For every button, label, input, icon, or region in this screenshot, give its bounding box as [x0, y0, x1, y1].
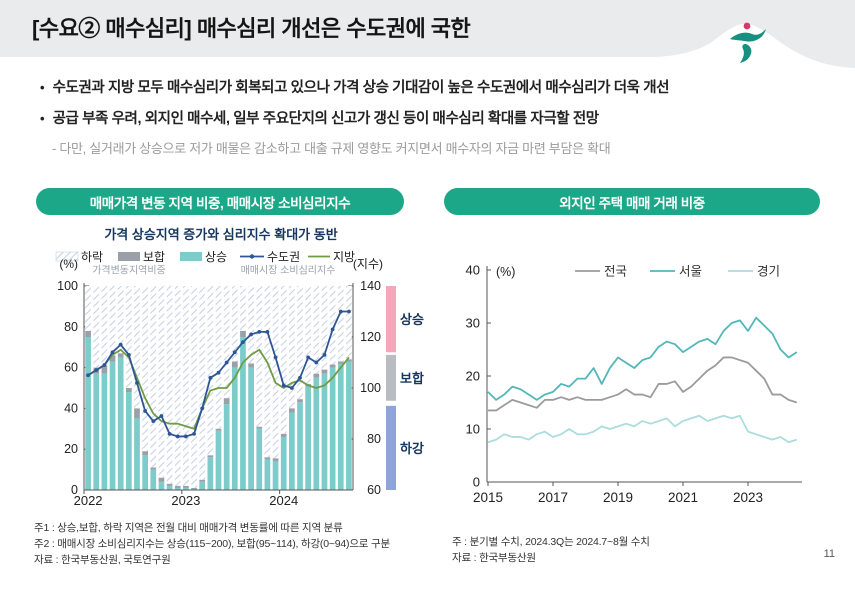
svg-text:하락: 하락: [81, 250, 103, 264]
svg-text:60: 60: [367, 483, 381, 497]
svg-text:가격변동지역비중: 가격변동지역비중: [92, 264, 166, 277]
svg-text:서울: 서울: [679, 265, 702, 279]
svg-text:2024: 2024: [269, 493, 298, 508]
bullet-1: • 수도권과 지방 모두 매수심리가 회복되고 있으나 가격 상승 기대감이 높…: [40, 78, 830, 98]
footnote-line: 주 : 분기별 수치, 2024.3Q는 2024.7~8월 수치: [452, 536, 650, 548]
footnote-line: 자료 : 한국부동산원, 국토연구원: [34, 553, 171, 566]
svg-text:10: 10: [466, 422, 480, 437]
svg-text:0: 0: [473, 475, 480, 490]
footnote-line: 주2 : 매매시장 소비심리지수는 상승(115~200), 보합(95~114…: [34, 537, 390, 550]
right-section-badge: 외지인 주택 매매 거래 비중: [444, 188, 820, 215]
svg-text:보합: 보합: [400, 371, 424, 386]
svg-text:경기: 경기: [757, 265, 780, 279]
svg-text:20: 20: [64, 442, 78, 456]
svg-text:전국: 전국: [604, 265, 627, 279]
footnote-line: 자료 : 한국부동산원: [452, 551, 536, 564]
svg-text:지방: 지방: [333, 250, 355, 264]
svg-text:20: 20: [466, 369, 480, 384]
svg-text:(지수): (지수): [353, 257, 383, 271]
svg-text:(%): (%): [59, 257, 78, 271]
footnote-line: 주1 : 상승,보합, 하락 지역은 전월 대비 매매가격 변동률에 따른 지역…: [34, 522, 343, 534]
sub-bullet-text: - 다만, 실거래가 상승으로 저가 매물은 감소하고 대출 규제 영향도 커지…: [52, 141, 611, 156]
org-logo: [730, 22, 766, 63]
right-chart-svg: (%) 0 10 20 30 40 2015 2017 2019 2021 2023 전국 서울 경기: [466, 263, 802, 505]
svg-text:수도권: 수도권: [267, 250, 300, 264]
svg-text:100: 100: [57, 279, 78, 293]
svg-text:2023: 2023: [733, 490, 763, 505]
svg-text:0: 0: [71, 483, 78, 497]
svg-text:40: 40: [466, 263, 480, 278]
svg-text:하강: 하강: [400, 441, 424, 456]
svg-text:매매시장 소비심리지수: 매매시장 소비심리지수: [241, 265, 336, 277]
page-number: 11: [823, 548, 835, 560]
header-gray-band: [0, 0, 855, 68]
svg-text:2015: 2015: [473, 490, 503, 505]
svg-text:80: 80: [64, 320, 78, 334]
svg-text:40: 40: [64, 401, 78, 415]
summary-bullets: • 수도권과 지방 모두 매수심리가 회복되고 있으나 가격 상승 기대감이 높…: [40, 78, 830, 158]
bullet-marker: •: [40, 80, 45, 95]
left-chart-footnotes: 주1 : 상승,보합, 하락 지역은 전월 대비 매매가격 변동률에 따른 지역…: [34, 521, 390, 568]
svg-text:30: 30: [466, 316, 480, 331]
bullet-1-text: 수도권과 지방 모두 매수심리가 회복되고 있으나 가격 상승 기대감이 높은 …: [52, 80, 670, 96]
svg-text:2017: 2017: [538, 490, 568, 505]
svg-text:가격 상승지역 증가와 심리지수 확대가 동반: 가격 상승지역 증가와 심리지수 확대가 동반: [104, 227, 337, 242]
svg-text:2019: 2019: [603, 490, 633, 505]
svg-text:60: 60: [64, 361, 78, 375]
svg-text:상승: 상승: [205, 250, 227, 264]
svg-text:2022: 2022: [74, 493, 103, 508]
svg-text:120: 120: [360, 330, 381, 344]
svg-text:보합: 보합: [143, 250, 165, 264]
bullet-marker: •: [40, 111, 45, 126]
svg-text:(%): (%): [496, 265, 515, 279]
svg-text:2023: 2023: [171, 493, 200, 508]
svg-text:100: 100: [360, 381, 381, 395]
svg-text:80: 80: [367, 432, 381, 446]
header-band: [0, 0, 855, 68]
right-chart-footnotes: 주 : 분기별 수치, 2024.3Q는 2024.7~8월 수치 자료 : 한…: [452, 535, 650, 567]
svg-text:상승: 상승: [400, 312, 424, 327]
svg-text:140: 140: [360, 279, 381, 293]
left-section-badge: 매매가격 변동 지역 비중, 매매시장 소비심리지수: [36, 188, 404, 215]
page-title: [수요② 매수심리] 매수심리 개선은 수도권에 국한: [32, 16, 471, 41]
svg-text:2021: 2021: [668, 490, 698, 505]
bullet-2: • 공급 부족 우려, 외지인 매수세, 일부 주요단지의 신고가 갱신 등이 …: [40, 109, 830, 129]
bullet-2-text: 공급 부족 우려, 외지인 매수세, 일부 주요단지의 신고가 갱신 등이 매수…: [52, 111, 600, 127]
